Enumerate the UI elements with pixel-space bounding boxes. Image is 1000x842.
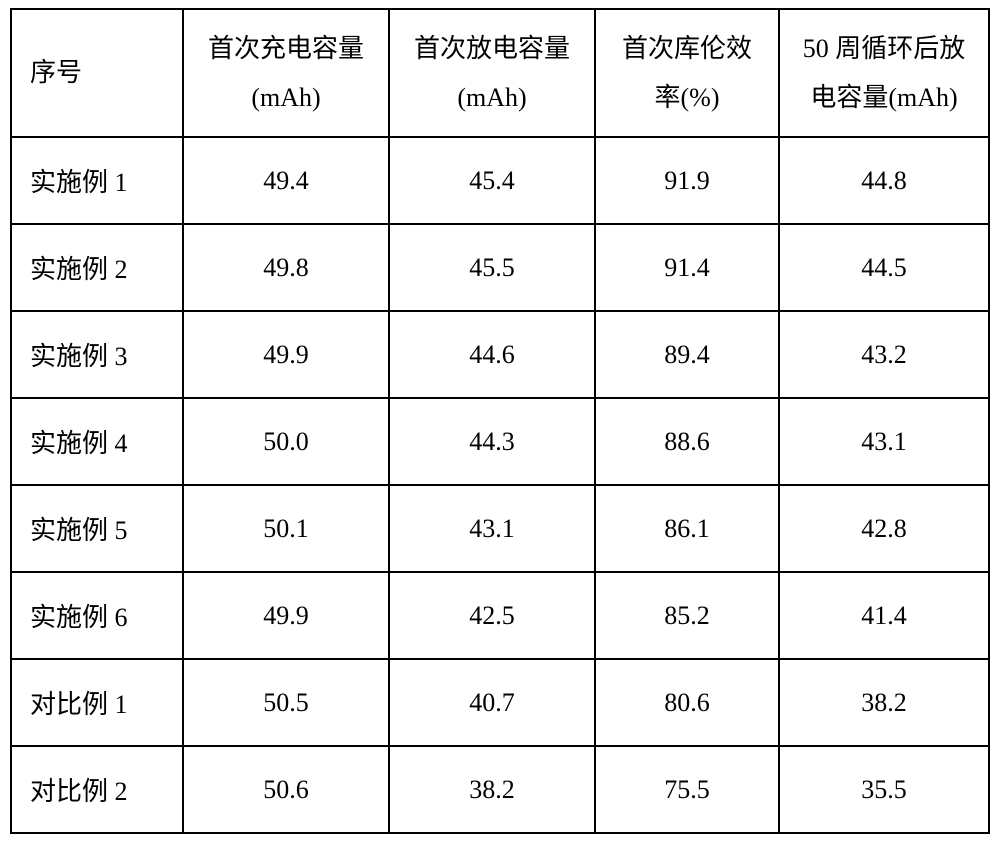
- col-header-cycle50-l1: 50 周循环后放: [803, 34, 966, 63]
- col-header-coulomb-l1: 首次库伦效: [622, 34, 752, 63]
- cell-value: 45.5: [389, 224, 595, 311]
- cell-label: 对比例 1: [11, 659, 183, 746]
- cell-value: 88.6: [595, 398, 779, 485]
- cell-label: 实施例 6: [11, 572, 183, 659]
- col-header-charge: 首次充电容量 (mAh): [183, 9, 389, 137]
- col-header-discharge: 首次放电容量 (mAh): [389, 9, 595, 137]
- col-header-coulomb: 首次库伦效 率(%): [595, 9, 779, 137]
- col-header-index: 序号: [11, 9, 183, 137]
- cell-value: 91.4: [595, 224, 779, 311]
- cell-value: 49.9: [183, 572, 389, 659]
- table-row: 实施例 4 50.0 44.3 88.6 43.1: [11, 398, 989, 485]
- col-header-charge-l1: 首次充电容量: [208, 34, 364, 63]
- table-header-row: 序号 首次充电容量 (mAh) 首次放电容量 (mAh) 首次库伦效 率(%) …: [11, 9, 989, 137]
- cell-value: 44.8: [779, 137, 989, 224]
- cell-label: 实施例 4: [11, 398, 183, 485]
- col-header-discharge-l2: (mAh): [457, 83, 526, 112]
- cell-value: 80.6: [595, 659, 779, 746]
- col-header-cycle50-l2: 电容量(mAh): [810, 83, 957, 112]
- table-row: 对比例 2 50.6 38.2 75.5 35.5: [11, 746, 989, 833]
- cell-value: 42.5: [389, 572, 595, 659]
- cell-value: 85.2: [595, 572, 779, 659]
- table-row: 实施例 5 50.1 43.1 86.1 42.8: [11, 485, 989, 572]
- col-header-cycle50: 50 周循环后放 电容量(mAh): [779, 9, 989, 137]
- cell-value: 50.1: [183, 485, 389, 572]
- col-header-coulomb-l2: 率(%): [655, 83, 720, 112]
- col-header-index-l1: 序号: [30, 58, 82, 87]
- cell-value: 42.8: [779, 485, 989, 572]
- cell-value: 41.4: [779, 572, 989, 659]
- cell-value: 89.4: [595, 311, 779, 398]
- cell-label: 实施例 3: [11, 311, 183, 398]
- cell-value: 44.6: [389, 311, 595, 398]
- cell-value: 75.5: [595, 746, 779, 833]
- cell-value: 86.1: [595, 485, 779, 572]
- cell-value: 50.0: [183, 398, 389, 485]
- cell-value: 35.5: [779, 746, 989, 833]
- cell-value: 50.6: [183, 746, 389, 833]
- cell-value: 49.9: [183, 311, 389, 398]
- cell-value: 45.4: [389, 137, 595, 224]
- cell-value: 44.5: [779, 224, 989, 311]
- cell-value: 43.1: [779, 398, 989, 485]
- table-row: 实施例 6 49.9 42.5 85.2 41.4: [11, 572, 989, 659]
- col-header-discharge-l1: 首次放电容量: [414, 34, 570, 63]
- table-row: 对比例 1 50.5 40.7 80.6 38.2: [11, 659, 989, 746]
- cell-label: 实施例 2: [11, 224, 183, 311]
- cell-value: 91.9: [595, 137, 779, 224]
- cell-value: 49.8: [183, 224, 389, 311]
- cell-value: 43.1: [389, 485, 595, 572]
- table-row: 实施例 2 49.8 45.5 91.4 44.5: [11, 224, 989, 311]
- col-header-charge-l2: (mAh): [251, 83, 320, 112]
- table-container: 序号 首次充电容量 (mAh) 首次放电容量 (mAh) 首次库伦效 率(%) …: [0, 0, 1000, 842]
- cell-value: 50.5: [183, 659, 389, 746]
- cell-value: 38.2: [389, 746, 595, 833]
- cell-label: 实施例 1: [11, 137, 183, 224]
- cell-value: 44.3: [389, 398, 595, 485]
- cell-value: 49.4: [183, 137, 389, 224]
- cell-value: 40.7: [389, 659, 595, 746]
- table-row: 实施例 1 49.4 45.4 91.9 44.8: [11, 137, 989, 224]
- cell-label: 对比例 2: [11, 746, 183, 833]
- data-table: 序号 首次充电容量 (mAh) 首次放电容量 (mAh) 首次库伦效 率(%) …: [10, 8, 990, 834]
- cell-label: 实施例 5: [11, 485, 183, 572]
- table-body: 实施例 1 49.4 45.4 91.9 44.8 实施例 2 49.8 45.…: [11, 137, 989, 833]
- cell-value: 38.2: [779, 659, 989, 746]
- table-row: 实施例 3 49.9 44.6 89.4 43.2: [11, 311, 989, 398]
- cell-value: 43.2: [779, 311, 989, 398]
